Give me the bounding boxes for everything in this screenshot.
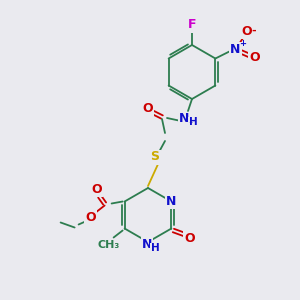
Text: N: N (230, 43, 241, 56)
Text: O: O (91, 183, 102, 196)
Text: O: O (249, 51, 260, 64)
Text: CH₃: CH₃ (98, 239, 120, 250)
Text: -: - (251, 26, 256, 35)
Text: H: H (151, 243, 159, 253)
Text: O: O (184, 232, 195, 245)
Text: H: H (189, 117, 197, 127)
Text: S: S (151, 151, 160, 164)
Text: N: N (179, 112, 189, 125)
Text: ⁻: ⁻ (189, 119, 193, 128)
Text: N: N (142, 238, 152, 250)
Text: O: O (85, 211, 96, 224)
Text: F: F (188, 19, 196, 32)
Text: +: + (239, 39, 246, 48)
Text: O: O (143, 101, 153, 115)
Text: O: O (241, 25, 252, 38)
Text: N: N (166, 195, 177, 208)
